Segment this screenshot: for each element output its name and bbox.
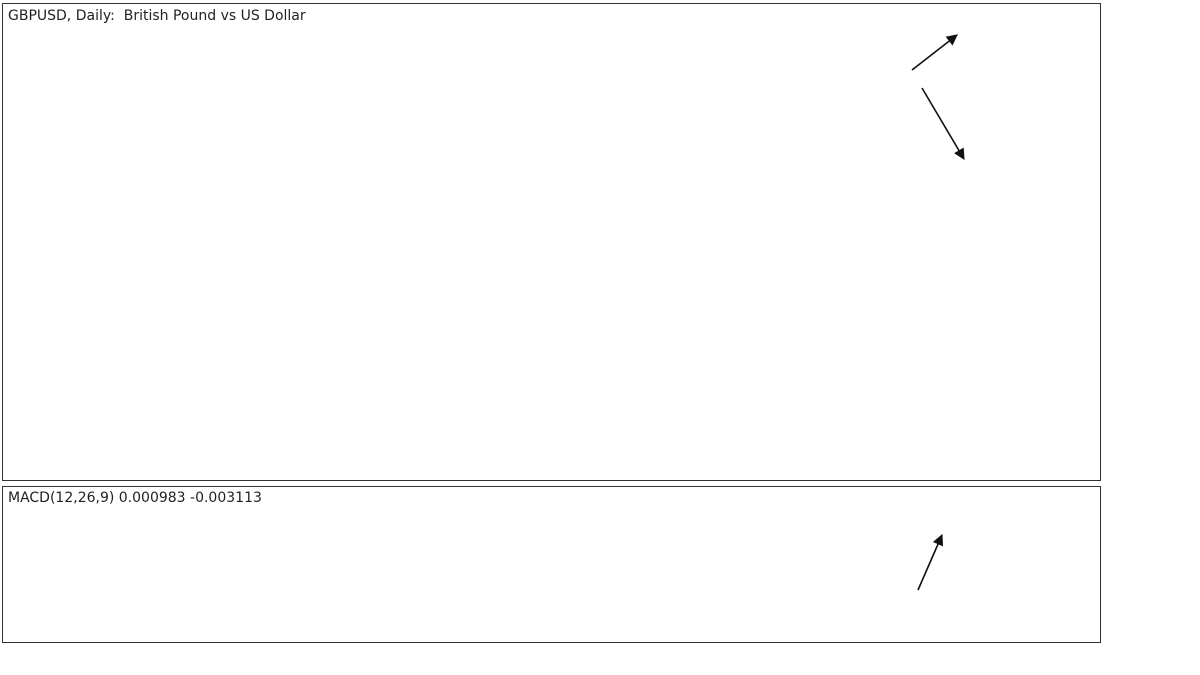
macd-arrow <box>917 533 944 591</box>
chart-title: GBPUSD, Daily: British Pound vs US Dolla… <box>8 8 306 24</box>
price-panel <box>2 3 1101 481</box>
arrow-up <box>911 34 958 71</box>
macd-title: MACD(12,26,9) 0.000983 -0.003113 <box>8 490 262 506</box>
arrow-down <box>921 87 965 160</box>
macd-panel <box>2 486 1101 643</box>
